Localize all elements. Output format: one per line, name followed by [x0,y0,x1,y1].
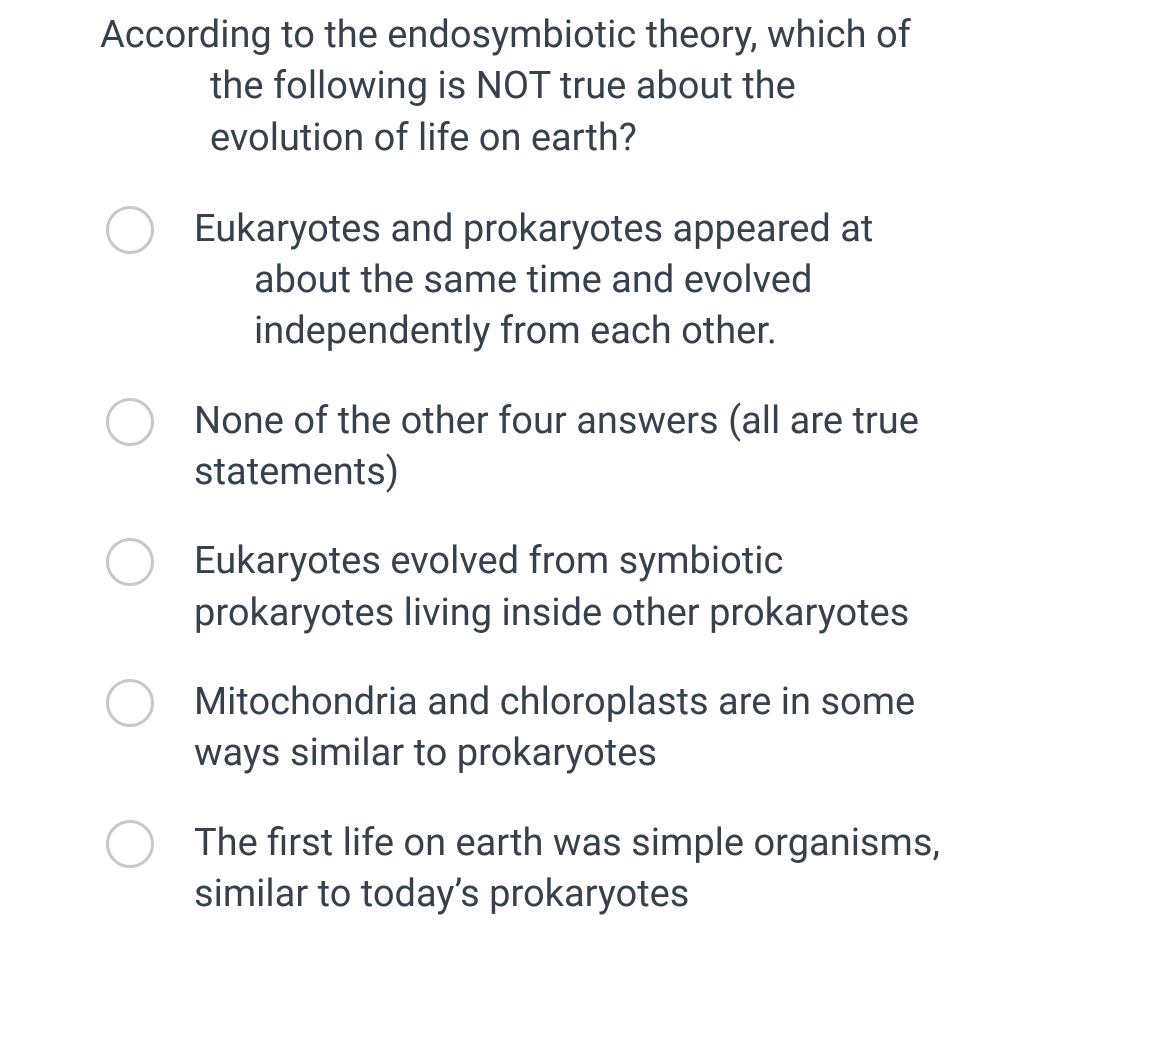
option-line: Eukaryotes evolved from symbiotic [194,536,1150,587]
option-line: ways similar to prokaryotes [194,728,1150,779]
radio-button[interactable] [106,679,154,727]
question-line-2: the following is NOT true about the [100,61,1150,112]
radio-button[interactable] [106,820,154,868]
option-2[interactable]: None of the other four answers (all are … [100,396,1150,499]
option-line: None of the other four answers (all are … [194,396,1150,447]
option-3[interactable]: Eukaryotes evolved from symbiotic prokar… [100,536,1150,639]
option-line: about the same time and evolved [194,255,1150,306]
option-4[interactable]: Mitochondria and chloroplasts are in som… [100,677,1150,780]
options-list: Eukaryotes and prokaryotes appeared at a… [100,204,1150,920]
option-text: Eukaryotes evolved from symbiotic prokar… [194,536,1150,639]
option-text: None of the other four answers (all are … [194,396,1150,499]
option-line: Eukaryotes and prokaryotes appeared at [194,204,1150,255]
radio-button[interactable] [106,398,154,446]
option-line: independently from each other. [194,306,1150,357]
question-line-1: According to the endosymbiotic theory, w… [100,10,1150,61]
option-5[interactable]: The first life on earth was simple organ… [100,818,1150,921]
radio-button[interactable] [106,206,154,254]
radio-button[interactable] [106,538,154,586]
option-line: statements) [194,447,1150,498]
quiz-question: According to the endosymbiotic theory, w… [0,0,1170,950]
option-text: Mitochondria and chloroplasts are in som… [194,677,1150,780]
option-line: Mitochondria and chloroplasts are in som… [194,677,1150,728]
option-text: The first life on earth was simple organ… [194,818,1150,921]
option-line: prokaryotes living inside other prokaryo… [194,588,1150,639]
option-line: The first life on earth was simple organ… [194,818,1150,869]
option-text: Eukaryotes and prokaryotes appeared at a… [194,204,1150,358]
question-text: According to the endosymbiotic theory, w… [100,10,1150,164]
option-1[interactable]: Eukaryotes and prokaryotes appeared at a… [100,204,1150,358]
option-line: similar to today’s prokaryotes [194,869,1150,920]
question-line-3: evolution of life on earth? [100,113,1150,164]
